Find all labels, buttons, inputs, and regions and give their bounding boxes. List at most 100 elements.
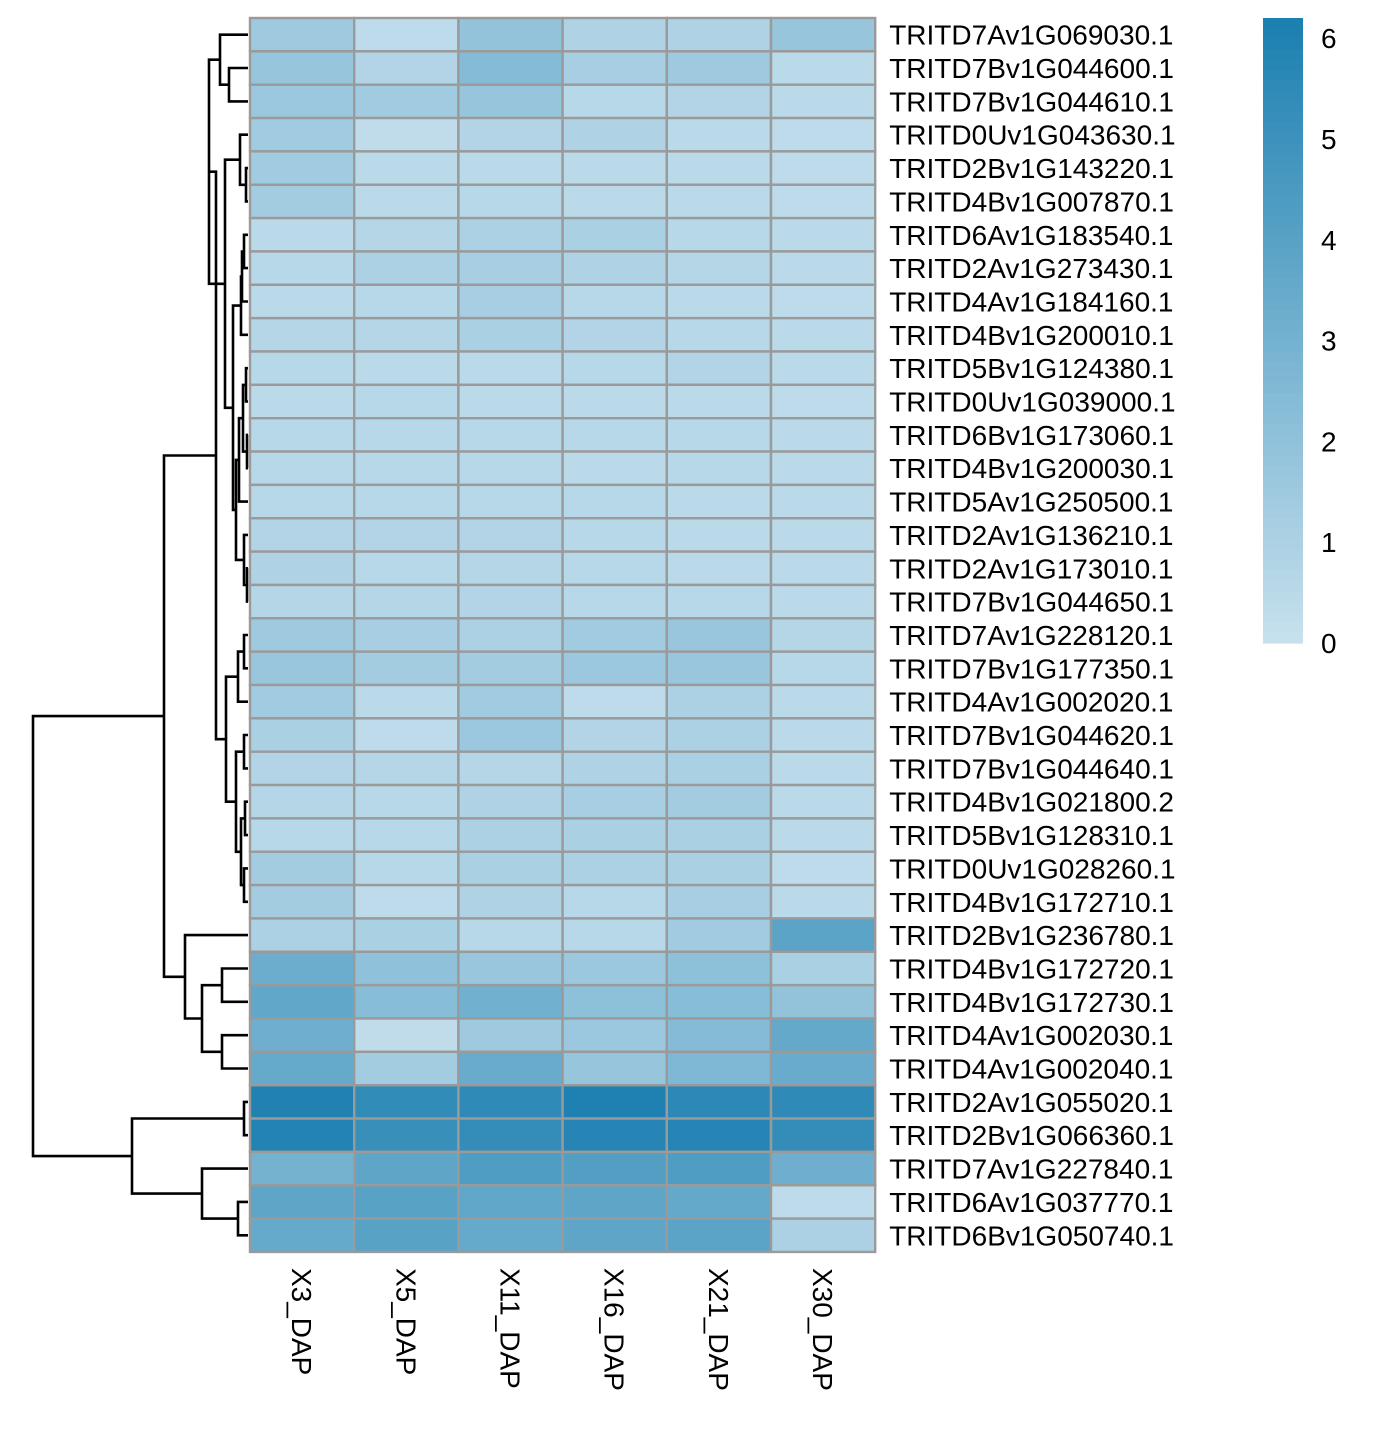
heatmap-cell [665,983,773,1020]
heatmap-cell [561,183,668,220]
dendrogram-branch [31,714,164,1158]
row-label: TRITD6Bv1G173060.1 [889,420,1174,451]
heatmap-cell [665,1150,773,1187]
colorbar-segment [1263,236,1303,248]
colorbar-tick-label: 6 [1321,23,1337,54]
heatmap-cell [769,1083,877,1120]
row-label: TRITD6Bv1G050740.1 [889,1220,1174,1251]
heatmap-cell [769,917,877,954]
heatmap-cell [561,116,668,153]
row-label: TRITD7Bv1G044600.1 [889,53,1174,84]
heatmap-cell [561,283,668,320]
heatmap-cell [353,316,460,353]
heatmap-cell [561,483,668,520]
heatmap-cell [561,450,668,487]
heatmap-cell [248,50,356,86]
heatmap-cell [248,1150,356,1187]
heatmap-cell [457,950,564,987]
heatmap-cell [248,417,356,453]
colorbar-segment [1263,257,1303,269]
heatmap-cell [457,617,564,653]
heatmap-cell [353,50,460,86]
heatmap-cell [248,250,356,286]
dendrogram-branch [200,983,222,1054]
heatmap-cell [457,717,564,753]
colorbar-tick-label: 2 [1321,426,1337,457]
colorbar-segment [1263,497,1303,509]
colorbar-segment [1263,413,1303,425]
dendrogram-branch [242,1100,248,1137]
colorbar-segment [1263,38,1303,50]
heatmap-cell [353,783,460,820]
dendrogram-branch [244,166,248,203]
heatmap-cell [457,216,564,253]
heatmap-cell [353,350,460,387]
heatmap-cell [248,1184,356,1220]
heatmap-cell [665,550,773,587]
heatmap-cell [457,1083,564,1120]
heatmap-cell [561,683,668,720]
heatmap-cell [248,383,356,420]
row-label: TRITD4Bv1G200030.1 [889,453,1174,484]
heatmap-cell [769,883,877,920]
colorbar-segment [1263,434,1303,446]
colorbar-segment [1263,195,1303,207]
colorbar-tick-label: 3 [1321,326,1337,357]
heatmap-cell [561,417,668,453]
row-label: TRITD2Bv1G066360.1 [889,1120,1174,1151]
heatmap-cell [665,883,773,920]
heatmap-cell [769,16,877,53]
heatmap-cell [561,550,668,587]
heatmap-cell [457,1117,564,1154]
colorbar-segment [1263,382,1303,394]
row-label: TRITD0Uv1G043630.1 [889,120,1175,151]
colorbar-segment [1263,424,1303,436]
heatmap-cell [353,1083,460,1120]
heatmap-cell [353,917,460,954]
row-label: TRITD4Bv1G007870.1 [889,186,1174,217]
heatmap-cell [248,817,356,853]
heatmap-cell [769,983,877,1020]
heatmap-cell [665,383,773,420]
heatmap-cell [353,116,460,153]
row-label: TRITD4Av1G002030.1 [889,1020,1173,1051]
heatmap-cell [769,683,877,720]
heatmap-cell [248,917,356,954]
heatmap-cell [561,583,668,620]
heatmap-cell [769,350,877,387]
dendrogram-branch [239,275,248,337]
colorbar-segment [1263,549,1303,561]
heatmap-cell [665,316,773,353]
column-label: X16_DAP [599,1268,630,1391]
colorbar-segment [1263,361,1303,373]
heatmap-cell [248,1217,356,1254]
heatmap-cell [769,450,877,487]
heatmap-cell [561,1184,668,1220]
heatmap-cell [769,583,877,620]
heatmap-cell [248,517,356,553]
colorbar-segment [1263,476,1303,488]
heatmap-cell [665,250,773,286]
row-label: TRITD2Av1G055020.1 [889,1087,1173,1118]
heatmap-cell [665,450,773,487]
heatmap-cell [665,50,773,86]
heatmap-cell [457,550,564,587]
heatmap-cell [665,483,773,520]
heatmap-cell [353,83,460,120]
heatmap-cell [769,850,877,887]
dendrogram-branch [242,233,248,270]
dendrogram-branch [242,733,248,770]
dendrogram-branch [200,1167,248,1220]
colorbar-segment [1263,580,1303,592]
heatmap-cell [561,983,668,1020]
heatmap-cell [665,83,773,120]
colorbar-tick-label: 0 [1321,628,1337,659]
colorbar-segment [1263,49,1303,61]
row-label: TRITD7Bv1G044620.1 [889,720,1174,751]
heatmap-cell [561,717,668,753]
heatmap-cell [353,1117,460,1154]
heatmap-cell [248,717,356,753]
heatmap-cell [248,350,356,387]
heatmap-cell [353,250,460,286]
